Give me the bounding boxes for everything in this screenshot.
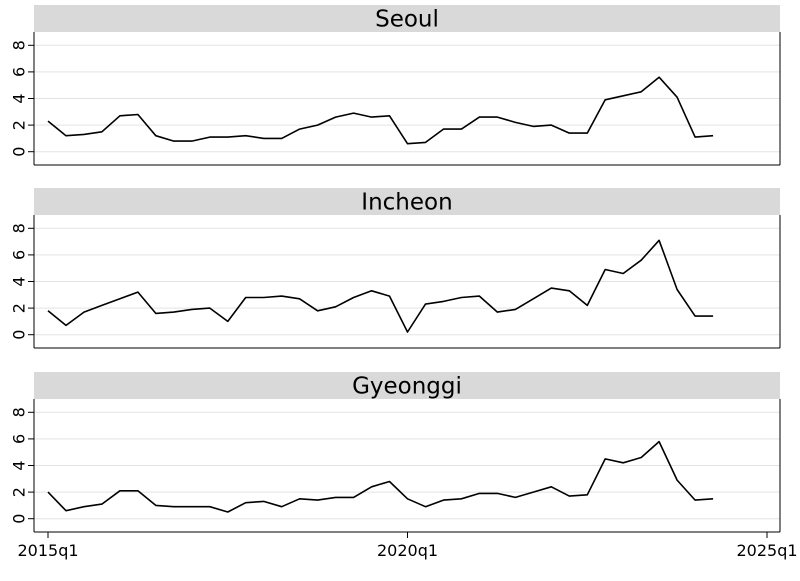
y-tick-label: 6 bbox=[10, 67, 29, 77]
panel-seoul: Seoul 0 2 4 6 8 bbox=[10, 5, 781, 166]
panel-title: Seoul bbox=[375, 7, 439, 33]
x-tick-label: 2015q1 bbox=[17, 541, 78, 560]
y-tick-label: 0 bbox=[10, 514, 29, 524]
y-tick-label: 4 bbox=[10, 93, 29, 103]
y-tick-label: 8 bbox=[10, 407, 29, 417]
y-tick-label: 0 bbox=[10, 330, 29, 340]
y-tick-label: 4 bbox=[10, 460, 29, 470]
y-tick-label: 2 bbox=[10, 303, 29, 313]
y-tick-label: 6 bbox=[10, 434, 29, 444]
y-tick-label: 0 bbox=[10, 147, 29, 157]
x-tick-label: 2025q1 bbox=[736, 541, 797, 560]
panel-header bbox=[34, 5, 780, 32]
panel-title: Gyeonggi bbox=[352, 374, 462, 400]
y-tick-label: 4 bbox=[10, 276, 29, 286]
panel-title: Incheon bbox=[361, 190, 452, 216]
series-line bbox=[47, 76, 714, 145]
panel-gyeonggi: Gyeonggi 0 2 4 6 8 bbox=[10, 372, 781, 533]
y-tick-label: 2 bbox=[10, 120, 29, 130]
panel-header bbox=[34, 372, 780, 399]
y-tick-label: 6 bbox=[10, 250, 29, 260]
series-line bbox=[47, 440, 714, 513]
series-line bbox=[47, 239, 714, 333]
panel-incheon: Incheon 0 2 4 6 8 bbox=[10, 188, 781, 349]
y-tick-label: 8 bbox=[10, 40, 29, 50]
y-tick-label: 2 bbox=[10, 487, 29, 497]
y-tick-label: 8 bbox=[10, 223, 29, 233]
panel-header bbox=[34, 188, 780, 215]
x-tick-label: 2020q1 bbox=[377, 541, 438, 560]
